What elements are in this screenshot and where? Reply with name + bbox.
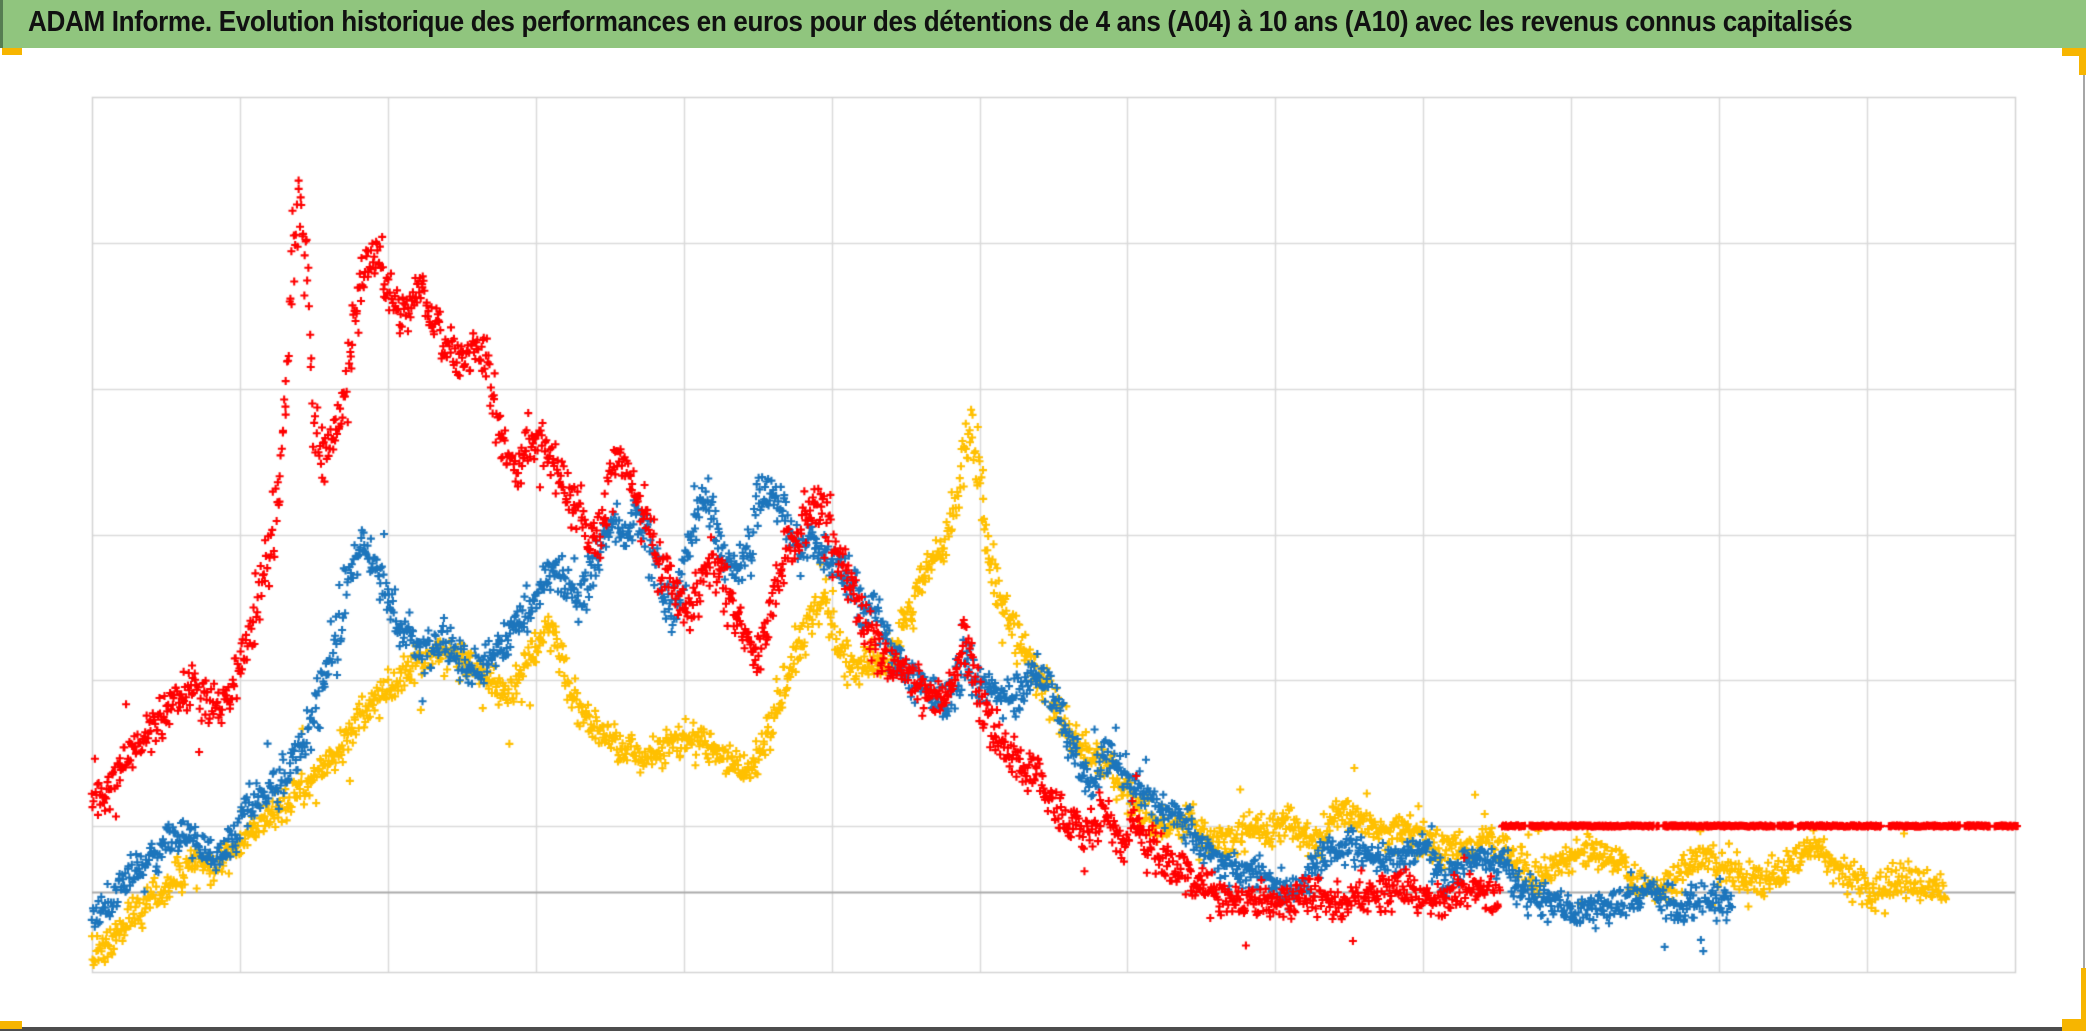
highlight-corner-bottom-left xyxy=(0,1021,22,1029)
highlight-corner-top-left xyxy=(2,48,22,55)
title-bar: ADAM Informe. Evolution historique des p… xyxy=(0,0,2086,48)
highlight-corner-top-right xyxy=(2062,48,2086,75)
page-title: ADAM Informe. Evolution historique des p… xyxy=(28,6,1853,39)
right-edge-border xyxy=(2083,48,2085,1031)
highlight-corner-bottom-right xyxy=(2062,968,2086,1031)
window-left-edge xyxy=(0,0,3,48)
bottom-edge-border xyxy=(0,1027,2086,1031)
